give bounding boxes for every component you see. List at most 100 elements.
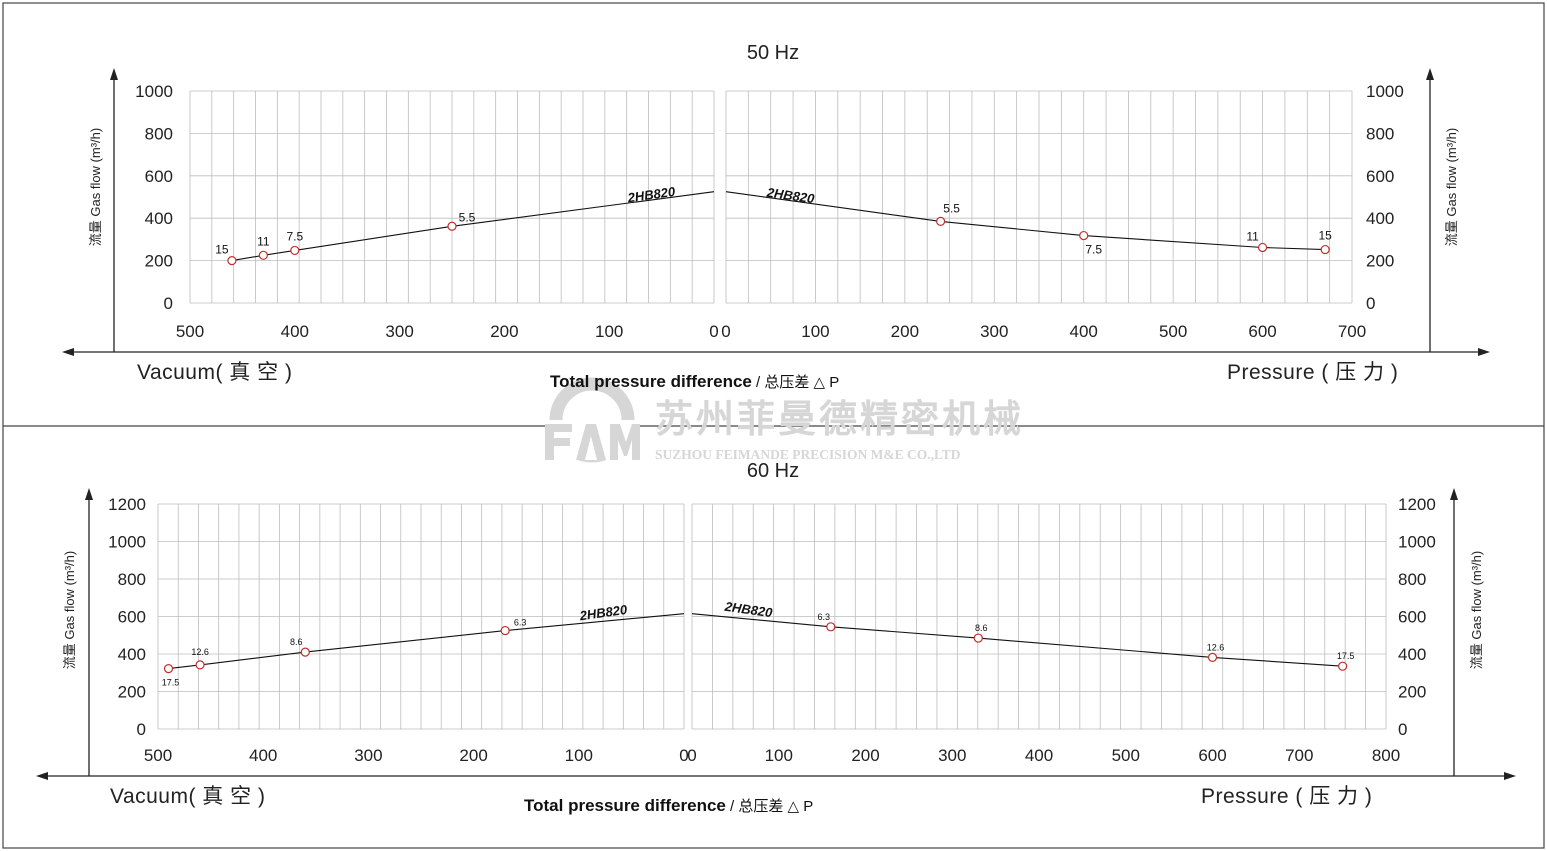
x-axis-label-sep: / bbox=[752, 374, 765, 391]
pressure-grid bbox=[725, 90, 1353, 304]
chart-title: 50 Hz bbox=[747, 42, 799, 64]
pressure-x-tick-label: 600 bbox=[1248, 322, 1276, 341]
pressure-marker-label: 15 bbox=[1318, 229, 1332, 243]
watermark-company-cn: 苏州菲曼德精密机械 bbox=[655, 399, 1024, 441]
pressure-series-label: 2HB820 bbox=[765, 185, 816, 207]
right-y-tick-label: 1000 bbox=[1398, 533, 1436, 552]
right-axis-arrow-icon bbox=[1450, 488, 1458, 500]
pressure-marker-label: 6.3 bbox=[818, 612, 831, 622]
x-axis-label: Total pressure difference / 总压差 △ P bbox=[550, 372, 839, 391]
right-y-tick-label: 1200 bbox=[1398, 495, 1436, 514]
left-y-tick-label: 800 bbox=[145, 124, 173, 143]
vacuum-curve-marker bbox=[500, 625, 510, 636]
vacuum-flow-curve bbox=[168, 613, 685, 670]
pressure-x-tick-label: 500 bbox=[1112, 746, 1140, 765]
vacuum-series-label: 2HB820 bbox=[578, 602, 629, 624]
axes bbox=[36, 488, 1516, 780]
pressure-curve-marker bbox=[1257, 242, 1268, 253]
vacuum-x-tick-label: 200 bbox=[490, 322, 518, 341]
pressure-curve-marker bbox=[1207, 652, 1218, 662]
pressure-curve-marker bbox=[973, 633, 983, 643]
vacuum-x-tick-label: 500 bbox=[144, 746, 172, 765]
pressure-x-tick-label: 600 bbox=[1198, 746, 1226, 765]
vacuum-curve-marker bbox=[300, 647, 310, 657]
vacuum-grid bbox=[157, 503, 685, 730]
pressure-marker-label: 11 bbox=[1246, 229, 1259, 243]
left-y-axis-label: 流量 Gas flow (m³/h) bbox=[88, 128, 103, 246]
vacuum-x-tick-label: 300 bbox=[385, 322, 413, 341]
x-axis-label: Total pressure difference / 总压差 △ P bbox=[524, 796, 813, 815]
x-axis-label-cn: 总压差 △ P bbox=[764, 374, 839, 391]
x-axis-label-sep: / bbox=[726, 798, 739, 815]
right-y-tick-label: 800 bbox=[1366, 124, 1394, 143]
x-axis-label-cn: 总压差 △ P bbox=[738, 798, 813, 815]
vacuum-arrow-icon bbox=[36, 772, 48, 780]
right-y-tick-label: 800 bbox=[1398, 570, 1426, 589]
left-y-tick-label: 800 bbox=[118, 570, 146, 589]
vacuum-side-label: Vacuum( 真 空 ) bbox=[110, 785, 265, 808]
right-y-axis-label: 流量 Gas flow (m³/h) bbox=[1469, 551, 1484, 669]
x-axis-label-en: Total pressure difference bbox=[550, 372, 752, 391]
left-axis-arrow-icon bbox=[85, 488, 93, 500]
axes bbox=[62, 68, 1490, 356]
right-y-tick-label: 0 bbox=[1366, 294, 1375, 313]
left-y-tick-label: 600 bbox=[118, 608, 146, 627]
pressure-curve-marker bbox=[936, 216, 946, 226]
vacuum-marker-label: 12.6 bbox=[191, 647, 209, 657]
watermark-company-en: SUZHOU FEIMANDE PRECISION M&E CO.,LTD bbox=[655, 447, 961, 462]
vacuum-marker-label: 7.5 bbox=[286, 229, 303, 243]
pressure-x-tick-label: 200 bbox=[851, 746, 879, 765]
vacuum-x-tick-label: 300 bbox=[354, 746, 382, 765]
pressure-side-label: Pressure ( 压 力 ) bbox=[1227, 361, 1398, 384]
vacuum-plot: 500 400 300 200 100 002004006008001000120017.… bbox=[108, 495, 689, 765]
right-y-tick-label: 400 bbox=[1398, 645, 1426, 664]
pressure-flow-curve bbox=[691, 613, 1343, 667]
pressure-x-tick-label: 300 bbox=[938, 746, 966, 765]
pressure-x-tick-label: 800 bbox=[1372, 746, 1400, 765]
left-y-tick-label: 400 bbox=[118, 645, 146, 664]
vacuum-marker-label: 6.3 bbox=[514, 618, 527, 628]
pressure-grid bbox=[691, 503, 1387, 730]
right-axis-arrow-icon bbox=[1426, 68, 1434, 80]
pressure-x-tick-label: 0 bbox=[721, 322, 730, 341]
left-y-tick-label: 1200 bbox=[108, 495, 146, 514]
vacuum-x-tick-label: 0 bbox=[679, 746, 688, 765]
pressure-x-tick-label: 700 bbox=[1285, 746, 1313, 765]
pressure-arrow-icon bbox=[1478, 348, 1490, 356]
vacuum-marker-label: 5.5 bbox=[459, 210, 476, 224]
vacuum-curve-marker bbox=[227, 256, 237, 266]
pressure-marker-label: 8.6 bbox=[975, 623, 988, 633]
vacuum-x-tick-label: 200 bbox=[459, 746, 487, 765]
vacuum-curve-marker bbox=[290, 245, 300, 256]
pressure-flow-curve bbox=[725, 191, 1326, 251]
vacuum-x-tick-label: 500 bbox=[176, 322, 204, 341]
vacuum-x-tick-label: 0 bbox=[709, 322, 718, 341]
right-y-tick-label: 400 bbox=[1366, 209, 1394, 228]
pressure-side-label: Pressure ( 压 力 ) bbox=[1201, 785, 1372, 808]
vacuum-grid bbox=[189, 90, 715, 304]
pressure-marker-label: 17.5 bbox=[1337, 651, 1355, 661]
vacuum-curve-marker bbox=[163, 664, 174, 674]
left-y-tick-label: 200 bbox=[145, 252, 173, 271]
left-y-tick-label: 200 bbox=[118, 683, 146, 702]
vacuum-x-tick-label: 400 bbox=[281, 322, 309, 341]
pressure-marker-label: 12.6 bbox=[1207, 642, 1225, 652]
left-y-tick-label: 600 bbox=[145, 167, 173, 186]
pressure-marker-label: 7.5 bbox=[1085, 243, 1102, 257]
pressure-x-tick-label: 400 bbox=[1070, 322, 1098, 341]
pressure-curve-marker bbox=[1320, 244, 1330, 255]
vacuum-marker-label: 17.5 bbox=[162, 678, 180, 688]
right-y-tick-label: 200 bbox=[1366, 252, 1394, 271]
left-y-axis-label: 流量 Gas flow (m³/h) bbox=[62, 551, 77, 669]
pressure-x-tick-label: 0 bbox=[687, 746, 696, 765]
vacuum-x-tick-label: 100 bbox=[565, 746, 593, 765]
x-axis-label-en: Total pressure difference bbox=[524, 796, 726, 815]
vacuum-marker-label: 11 bbox=[257, 234, 270, 248]
right-y-tick-label: 0 bbox=[1398, 720, 1407, 739]
pressure-plot: 0 100 200 300 400 500 600 700 800 0 200 400 600 800 10… bbox=[687, 495, 1436, 765]
pressure-x-tick-label: 100 bbox=[801, 322, 829, 341]
right-y-tick-label: 600 bbox=[1398, 608, 1426, 627]
company-watermark: 苏州菲曼德精密机械 SUZHOU FEIMANDE PRECISION M&E … bbox=[545, 377, 1024, 463]
